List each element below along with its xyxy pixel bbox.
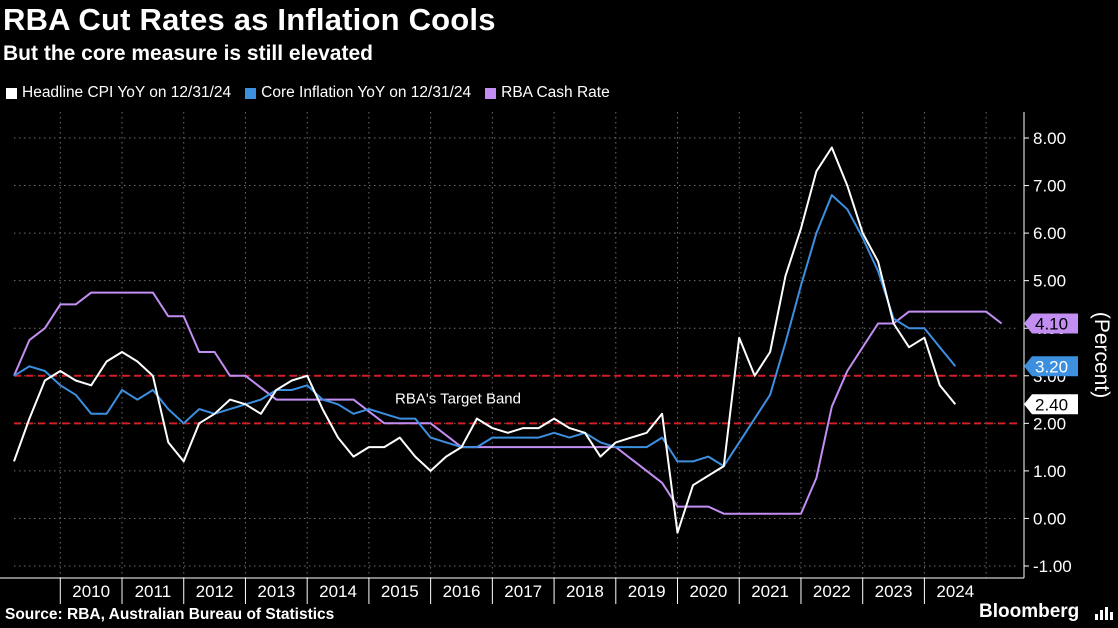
end-label-value: 2.40 [1035, 395, 1068, 414]
x-tick-label: 2010 [72, 582, 110, 601]
x-tick-label: 2018 [566, 582, 604, 601]
end-label-headline: 2.40 [1024, 394, 1078, 415]
x-tick-label: 2011 [135, 582, 172, 601]
y-axis-title: (Percent) [1090, 312, 1113, 398]
x-tick-label: 2022 [813, 582, 851, 601]
x-tick-label: 2020 [689, 582, 727, 601]
end-label-value: 4.10 [1035, 314, 1068, 333]
end-label-cash: 4.10 [1024, 313, 1078, 334]
legend-label-cash: RBA Cash Rate [501, 84, 610, 101]
end-label-value: 3.20 [1035, 357, 1068, 376]
y-tick-label: 0.00 [1033, 509, 1066, 528]
bloomberg-logo: Bloomberg [979, 601, 1080, 622]
x-tick-label: 2015 [381, 582, 419, 601]
end-label-box [1024, 313, 1078, 334]
end-label-box [1024, 356, 1078, 377]
legend: Headline CPI YoY on 12/31/24 Core Inflat… [6, 84, 610, 102]
legend-swatch-headline [6, 87, 17, 99]
series-line-headline [13, 146, 957, 534]
legend-swatch-core [245, 87, 257, 99]
legend-label-headline: Headline CPI YoY on 12/31/24 [22, 84, 232, 101]
x-tick-label: 2017 [504, 582, 542, 601]
series-line-cash [13, 291, 1003, 515]
x-tick-label: 2021 [751, 582, 789, 601]
end-label-box [1024, 394, 1078, 415]
y-tick-label: -1.00 [1033, 557, 1072, 576]
x-tick-label: 2016 [443, 582, 481, 601]
y-tick-label: 8.00 [1033, 129, 1066, 148]
legend-item-core: Core Inflation YoY on 12/31/24 [245, 84, 471, 102]
x-tick-label: 2012 [196, 582, 234, 601]
legend-item-cash: RBA Cash Rate [485, 84, 610, 102]
legend-item-headline: Headline CPI YoY on 12/31/24 [6, 84, 231, 102]
y-tick-label: 6.00 [1033, 224, 1066, 243]
x-tick-label: 2013 [257, 582, 295, 601]
end-label-core: 3.20 [1024, 356, 1078, 377]
chart-subtitle: But the core measure is still elevated [3, 42, 373, 65]
y-tick-label: 2.00 [1033, 414, 1066, 433]
y-tick-label: 1.00 [1033, 462, 1066, 481]
y-tick-label: 5.00 [1033, 272, 1066, 291]
x-tick-label: 2019 [628, 582, 666, 601]
target-band-annotation: RBA's Target Band [395, 390, 521, 407]
x-tick-label: 2024 [936, 582, 974, 601]
x-tick-label: 2023 [875, 582, 913, 601]
chart-bars-icon [1095, 607, 1113, 620]
series-line-core [13, 194, 957, 468]
x-tick-label: 2014 [319, 582, 357, 601]
legend-label-core: Core Inflation YoY on 12/31/24 [261, 84, 472, 101]
chart-title: RBA Cut Rates as Inflation Cools [3, 2, 496, 37]
y-tick-label: 7.00 [1033, 177, 1066, 196]
source-note: Source: RBA, Australian Bureau of Statis… [5, 606, 335, 623]
legend-swatch-cash [485, 87, 497, 99]
